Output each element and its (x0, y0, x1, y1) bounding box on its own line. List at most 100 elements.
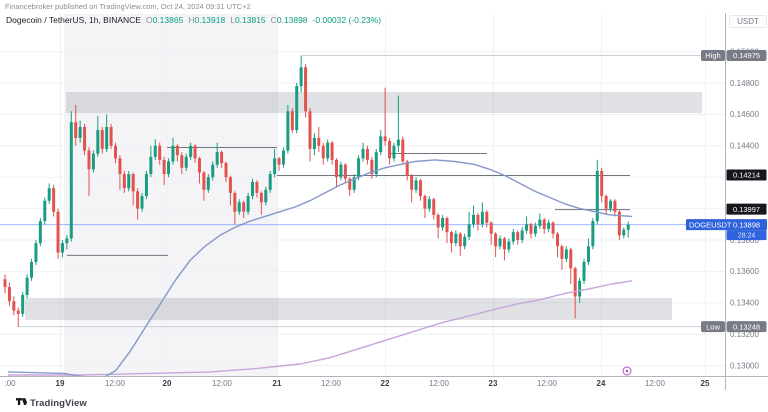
time-tick-label: 24 (597, 379, 606, 388)
candle-body (494, 233, 498, 247)
candle-body (158, 145, 162, 160)
candle-body (485, 211, 489, 223)
candle-body (100, 130, 104, 149)
weekend-session-band (64, 14, 277, 376)
candle-body (171, 145, 175, 162)
candle-body (560, 246, 564, 259)
candle-body (246, 196, 250, 212)
candle-body (472, 214, 476, 225)
candles-layer[interactable] (3, 55, 630, 327)
tradingview-icon (16, 394, 27, 412)
candle-body (507, 241, 511, 250)
candle-body (343, 164, 347, 179)
currency-label: USDT (729, 15, 767, 28)
candle-body (91, 153, 95, 170)
svg-text:0.14975: 0.14975 (733, 51, 760, 60)
candle-body (578, 280, 582, 297)
candle-body (69, 122, 73, 239)
candle-body (118, 158, 122, 175)
price-tick-label: 0.13800 (730, 236, 759, 245)
candle-body (114, 145, 117, 159)
ma-slow-line (8, 280, 633, 376)
candle-body (193, 145, 197, 159)
candle-body (286, 111, 290, 151)
svg-text:Low: Low (706, 322, 720, 331)
candle-body (224, 163, 228, 178)
price-tick-label: 0.14600 (730, 110, 759, 119)
supply-zone[interactable] (66, 91, 702, 113)
candle-body (357, 158, 361, 178)
candle-body (542, 219, 546, 230)
price-tick-label: 0.14800 (730, 79, 759, 88)
time-tick-label: 22 (381, 379, 390, 388)
candle-body (622, 229, 626, 236)
svg-text:0.14214: 0.14214 (733, 171, 760, 180)
candle-body (418, 180, 422, 197)
candle-body (299, 67, 303, 87)
candle-body (251, 181, 255, 197)
price-change: -0.00032 (-0.23%) (312, 15, 382, 25)
time-tick-label: 12:00 (429, 379, 450, 388)
candle-body (449, 232, 453, 244)
tradingview-logo[interactable]: TradingView (16, 394, 87, 412)
ohlc-close: C0.13898 (270, 15, 308, 25)
chart-pane[interactable] (0, 14, 725, 380)
candle-body (43, 200, 47, 222)
level-badge-1: 0.14214 (726, 169, 767, 181)
candle-body (60, 243, 64, 253)
axes-layer[interactable] (0, 13, 768, 390)
candle-body (445, 218, 449, 233)
candle-body (569, 249, 573, 269)
candle-body (591, 221, 595, 247)
symbol-title[interactable]: Dogecoin / TetherUS, 1h, BINANCE (6, 15, 141, 25)
price-tick-label: 0.14400 (730, 142, 759, 151)
candle-body (383, 136, 387, 142)
tradingview-wordmark: TradingView (30, 397, 87, 409)
candle-body (604, 196, 608, 209)
candle-body (538, 219, 542, 226)
candle-body (175, 145, 179, 156)
symbol-legend[interactable]: Dogecoin / TetherUS, 1h, BINANCE O0.1386… (6, 15, 381, 25)
time-tick-label: 23 (489, 379, 498, 388)
ohlc-low: L0.13815 (230, 15, 266, 25)
candle-body (564, 249, 568, 259)
candle-body (361, 148, 365, 159)
ohlc-high: H0.13918 (188, 15, 226, 25)
candle-body (105, 126, 109, 149)
candle-body (56, 211, 60, 253)
candle-body (34, 243, 38, 262)
candle-body (396, 139, 400, 146)
candle-body (489, 222, 493, 234)
current-price-badge: DOGEUSDT 0.13898 28:24 (686, 219, 767, 241)
candle-body (609, 200, 613, 209)
candle-body (405, 161, 409, 176)
candle-body (96, 130, 100, 154)
candle-body (197, 158, 201, 173)
candle-body (547, 222, 551, 230)
price-tick-label: 0.13600 (730, 267, 759, 276)
candle-body (167, 161, 171, 175)
event-marker-icon[interactable] (622, 366, 632, 376)
candle-body (52, 188, 56, 212)
demand-zone[interactable] (25, 297, 672, 321)
candle-body (220, 152, 224, 164)
candle-body (30, 261, 34, 278)
candle-body (259, 192, 263, 203)
candle-body (525, 224, 529, 231)
candle-body (290, 111, 294, 131)
candle-body (582, 261, 586, 281)
candle-body (617, 211, 621, 236)
time-tick-label: 12:00 (645, 379, 666, 388)
candle-body (573, 268, 577, 297)
candle-body (432, 199, 436, 215)
candle-body (365, 148, 369, 160)
ohlc-open: O0.13865 (145, 15, 184, 25)
candle-body (136, 191, 140, 209)
candle-body (339, 164, 343, 178)
candle-body (533, 225, 537, 234)
candle-body (626, 224, 630, 230)
candle-body (264, 189, 268, 203)
time-axis[interactable]: :00 19 12:00 20 12:00 21 12:00 22 12:00 23 12:00 24… (4, 379, 710, 388)
candle-body (206, 177, 210, 190)
